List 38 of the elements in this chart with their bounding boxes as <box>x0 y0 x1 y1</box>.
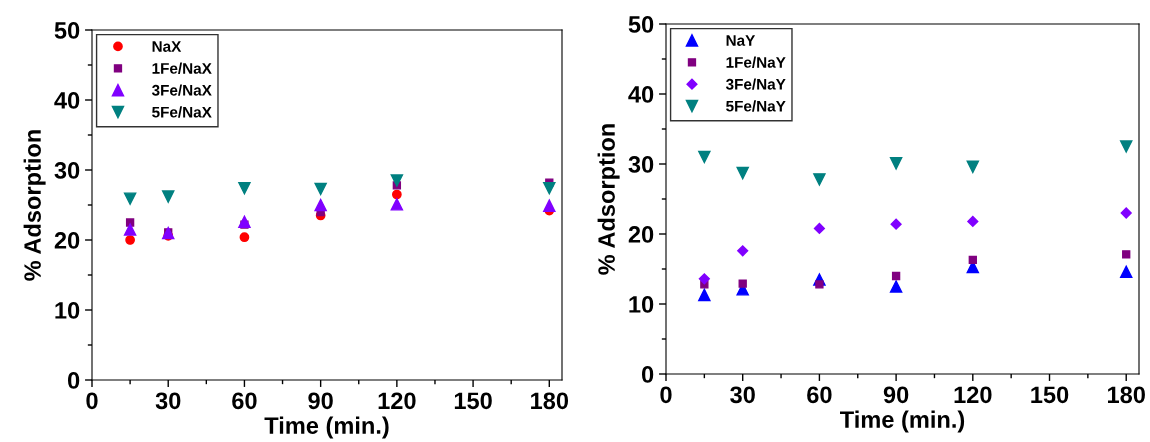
x-tick-label: 120 <box>378 392 416 410</box>
y-tick-label: 20 <box>628 226 654 243</box>
x-tick-label: 180 <box>531 392 569 410</box>
y-tick-label: 30 <box>628 156 654 173</box>
x-axis-title: Time (min.) <box>264 416 389 439</box>
y-axis-title: % Adsorption <box>23 130 46 281</box>
y-tick-label: 0 <box>68 372 80 389</box>
y-tick-label: 10 <box>55 302 80 319</box>
x-tick-label: 0 <box>86 392 98 410</box>
legend-label: 1Fe/NaX <box>152 62 212 74</box>
x-tick-label: 180 <box>1108 386 1145 404</box>
y-tick-label: 50 <box>628 16 654 33</box>
x-tick-label: 60 <box>807 386 832 404</box>
y-tick-label: 30 <box>54 162 80 179</box>
y-tick-label: 50 <box>54 22 80 39</box>
x-tick-label: 30 <box>155 392 181 410</box>
y-tick-label: 40 <box>54 92 80 109</box>
legend-label: 5Fe/NaX <box>152 106 212 118</box>
x-tick-label: 90 <box>308 392 333 410</box>
x-tick-label: 150 <box>454 392 492 410</box>
y-tick-label: 10 <box>629 296 654 313</box>
legend-label: 3Fe/NaY <box>725 78 786 90</box>
x-tick-label: 120 <box>954 386 992 404</box>
y-tick-label: 20 <box>54 232 80 249</box>
x-axis-title: Time (min.) <box>840 410 965 433</box>
legend-label: NaX <box>152 41 182 52</box>
legend-label: 3Fe/NaX <box>151 84 212 96</box>
legend-label: 5Fe/NaY <box>726 100 786 112</box>
y-tick-label: 0 <box>642 366 654 383</box>
x-tick-label: 150 <box>1031 386 1069 404</box>
x-tick-label: 0 <box>660 386 672 404</box>
x-tick-label: 30 <box>730 386 755 404</box>
legend-label: NaY <box>726 35 756 46</box>
y-axis-title: % Adsorption <box>597 124 620 275</box>
x-tick-label: 90 <box>883 386 909 404</box>
x-tick-label: 60 <box>232 392 257 410</box>
y-tick-label: 40 <box>628 86 654 103</box>
legend-label: 1Fe/NaY <box>726 56 786 68</box>
